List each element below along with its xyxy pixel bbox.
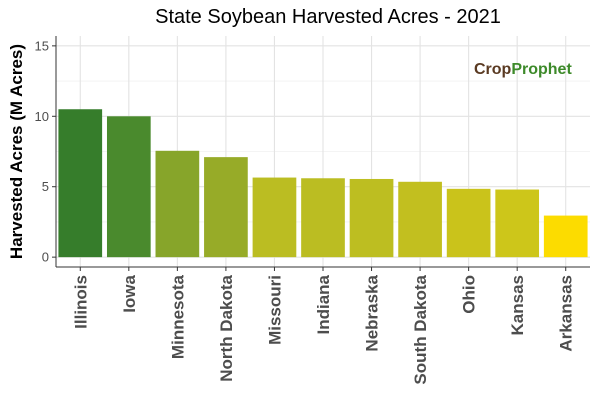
x-tick-label: Arkansas xyxy=(557,275,576,352)
y-tick-labels: 0 5 10 15 xyxy=(35,38,49,264)
bar-south-dakota xyxy=(398,181,442,258)
bar-arkansas xyxy=(543,215,588,258)
bar-north-dakota xyxy=(204,157,248,258)
y-tick-label: 10 xyxy=(35,109,49,124)
bar-kansas xyxy=(495,189,540,258)
x-tick-label: South Dakota xyxy=(411,274,430,384)
bar-ohio xyxy=(446,188,491,258)
chart-title: State Soybean Harvested Acres - 2021 xyxy=(155,6,501,28)
x-tick-label: Kansas xyxy=(508,275,527,335)
x-tick-label: Ohio xyxy=(460,275,479,314)
bar-illinois xyxy=(58,109,103,258)
logo-text-prophet: Prophet xyxy=(511,61,572,78)
bar-nebraska xyxy=(349,178,394,258)
bar-iowa xyxy=(106,116,151,258)
y-tick-label: 0 xyxy=(42,250,49,265)
x-tick-label: Minnesota xyxy=(168,274,187,359)
x-tick-label: Indiana xyxy=(314,274,333,334)
x-tick-label: North Dakota xyxy=(217,274,236,381)
bar-minnesota xyxy=(155,150,200,258)
y-tick-label: 15 xyxy=(35,38,49,53)
bar-missouri xyxy=(252,177,297,258)
cropprophet-logo: CropProphet xyxy=(474,61,572,79)
axes xyxy=(52,36,590,271)
x-tick-label: Nebraska xyxy=(363,274,382,351)
y-tick-label: 5 xyxy=(42,179,49,194)
bars xyxy=(58,109,588,258)
bar-indiana xyxy=(301,178,345,258)
y-axis-label: Harvested Acres (M Acres) xyxy=(7,44,26,259)
x-tick-label: Illinois xyxy=(71,275,90,329)
x-tick-labels: Illinois Iowa Minnesota North Dakota Missour… xyxy=(71,274,575,384)
x-tick-label: Iowa xyxy=(120,274,139,312)
x-tick-label: Missouri xyxy=(265,275,284,345)
logo-text-crop: Crop xyxy=(474,61,512,78)
